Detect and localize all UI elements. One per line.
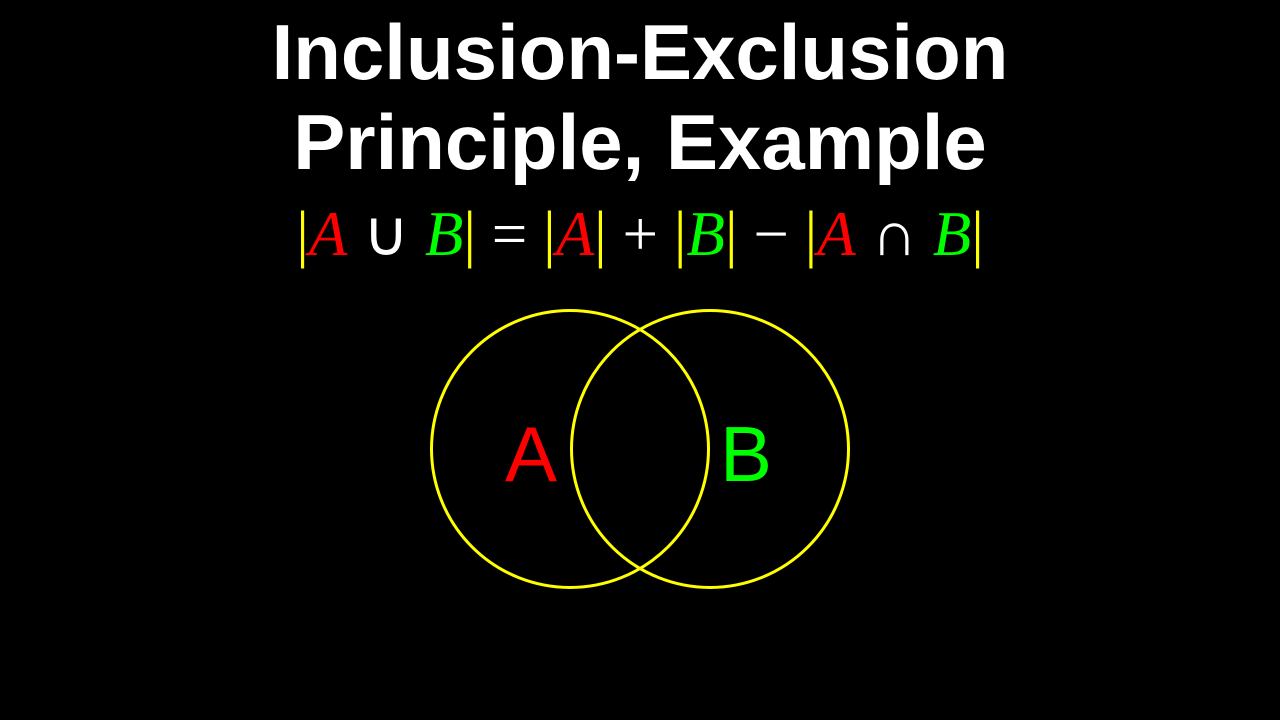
- formula-bar: |: [296, 199, 309, 269]
- formula-bar: |: [594, 199, 607, 269]
- title-line-2: Principle, Example: [272, 98, 1009, 188]
- formula-A: A: [556, 199, 594, 269]
- formula-bar: |: [805, 199, 818, 269]
- formula-bar: |: [463, 199, 476, 269]
- formula-B: B: [933, 199, 971, 269]
- formula-A: A: [309, 199, 347, 269]
- formula-union: ∪: [347, 199, 425, 269]
- formula-bar: |: [971, 199, 984, 269]
- formula-bar: |: [674, 199, 687, 269]
- venn-label-a: A: [505, 409, 557, 500]
- venn-circle-b: [570, 309, 850, 589]
- venn-label-b: B: [720, 409, 772, 500]
- formula-minus: −: [738, 199, 805, 269]
- formula-eq: =: [476, 199, 543, 269]
- formula-bar: |: [543, 199, 556, 269]
- title: Inclusion-Exclusion Principle, Example: [272, 8, 1009, 187]
- formula-B: B: [686, 199, 724, 269]
- formula-B: B: [425, 199, 463, 269]
- venn-diagram: A B: [410, 299, 870, 609]
- title-line-1: Inclusion-Exclusion: [272, 8, 1009, 98]
- formula-plus: +: [607, 199, 674, 269]
- formula-A: A: [817, 199, 855, 269]
- formula-inter: ∩: [856, 199, 933, 269]
- formula: |A ∪ B| = |A| + |B| − |A ∩ B|: [296, 197, 984, 271]
- formula-bar: |: [725, 199, 738, 269]
